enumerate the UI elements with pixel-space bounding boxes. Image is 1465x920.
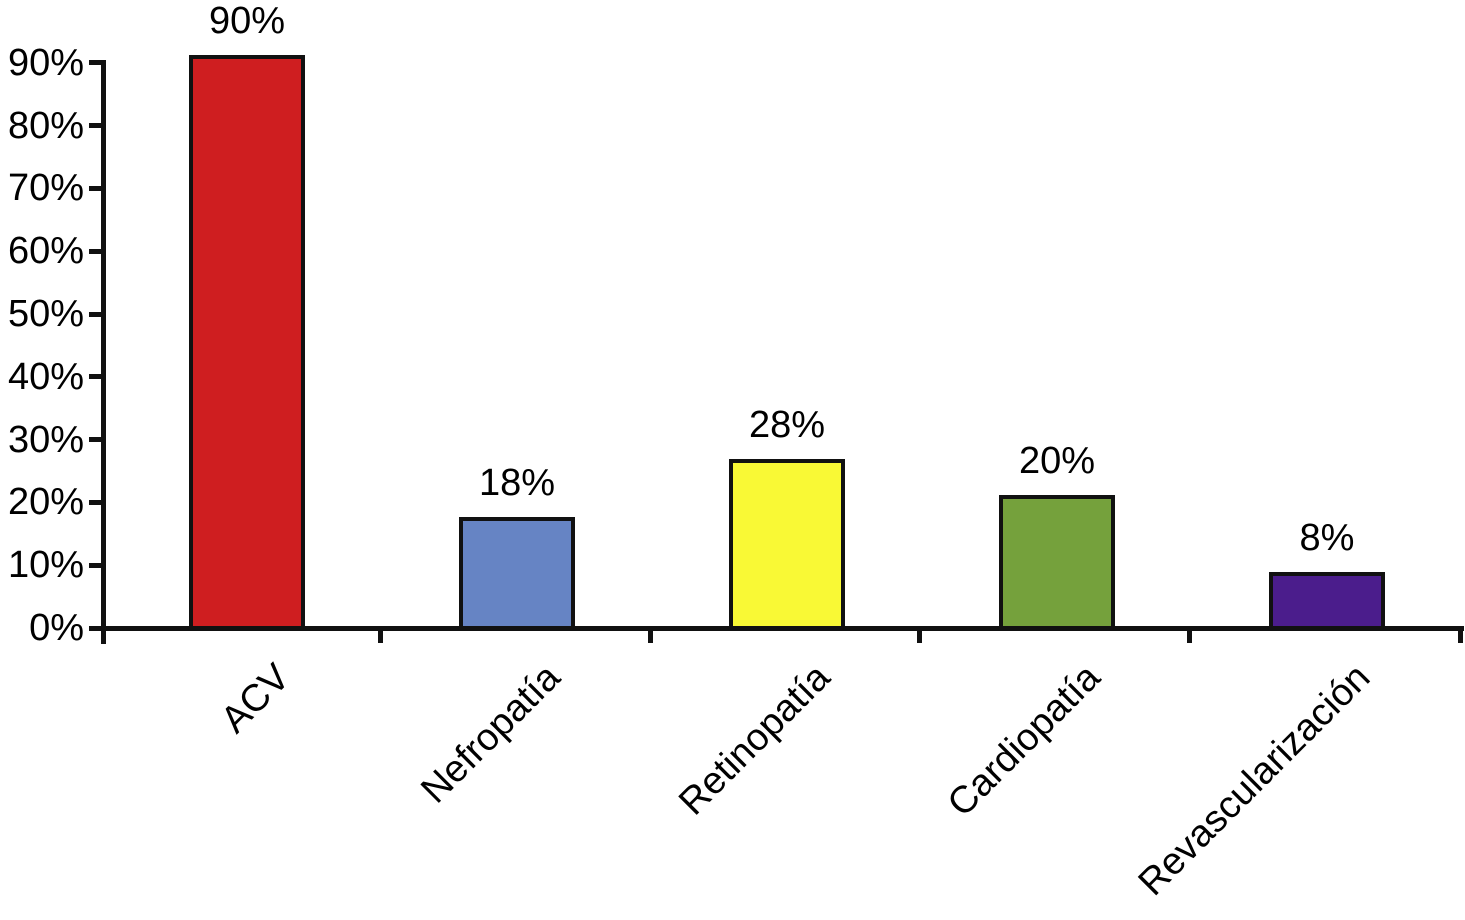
y-tick-mark — [89, 374, 104, 380]
bar-value-label: 8% — [1299, 517, 1355, 560]
y-tick-label: 0% — [29, 607, 84, 649]
y-tick-label: 50% — [7, 293, 84, 335]
bar-value-label: 18% — [478, 461, 556, 504]
y-tick-label: 70% — [7, 167, 84, 210]
y-tick-mark — [89, 123, 104, 129]
x-category-label: Revascularización — [1130, 656, 1378, 905]
y-tick-label: 40% — [7, 355, 84, 398]
y-tick-label: 30% — [7, 418, 84, 461]
bar — [459, 516, 575, 630]
x-tick-mark — [1457, 626, 1463, 643]
y-tick-mark — [89, 437, 104, 443]
x-tick-mark — [917, 626, 923, 643]
bar — [189, 55, 305, 630]
y-tick-label: 60% — [7, 230, 84, 273]
bar-value-label: 28% — [748, 404, 826, 447]
y-axis-line — [101, 60, 106, 644]
x-category-label: Nefropatía — [412, 656, 568, 812]
x-category-label: Retinopatía — [670, 656, 838, 824]
x-tick-mark — [1186, 626, 1192, 643]
y-tick-label: 80% — [7, 104, 84, 147]
y-tick-mark — [89, 625, 104, 631]
y-tick-label: 10% — [7, 544, 84, 587]
bar — [1269, 572, 1385, 630]
y-tick-mark — [89, 185, 104, 191]
bar — [729, 459, 845, 630]
y-tick-mark — [89, 248, 104, 254]
y-tick-mark — [89, 311, 104, 317]
y-tick-mark — [89, 499, 104, 505]
x-tick-mark — [378, 626, 383, 643]
x-category-label: Cardiopatía — [939, 656, 1108, 825]
y-tick-mark — [89, 60, 104, 66]
y-tick-label: 20% — [7, 481, 84, 524]
y-tick-mark — [89, 562, 104, 568]
bar — [999, 494, 1115, 630]
x-tick-mark — [647, 626, 653, 643]
bar-value-label: 20% — [1018, 439, 1096, 482]
x-category-label: ACV — [213, 656, 298, 742]
y-tick-label: 90% — [7, 41, 84, 84]
bar-value-label: 90% — [208, 0, 286, 43]
